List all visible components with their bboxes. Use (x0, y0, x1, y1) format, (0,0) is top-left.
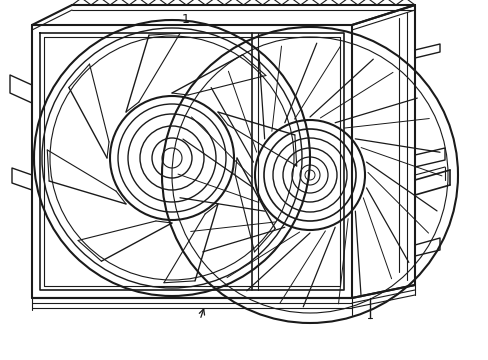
Text: 1: 1 (182, 13, 189, 26)
